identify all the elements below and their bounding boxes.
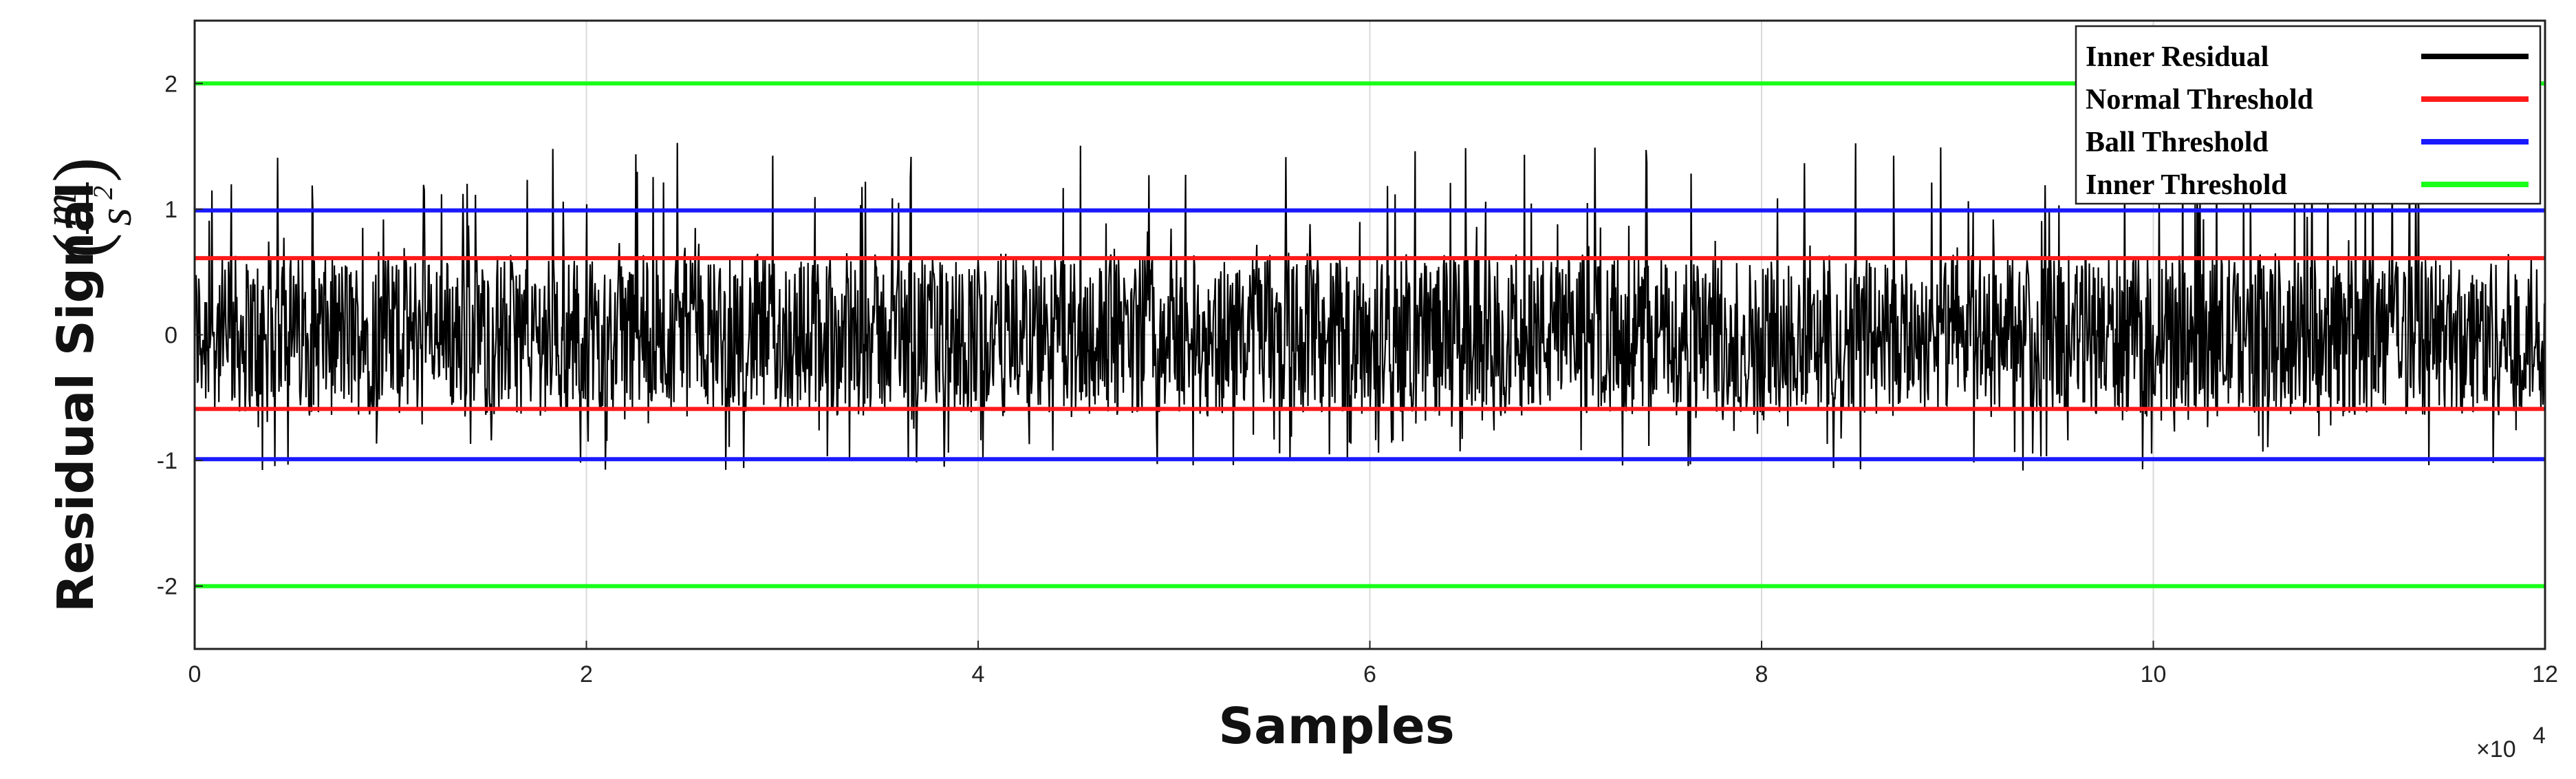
x-tick-label: 12 (2532, 661, 2558, 687)
series-inner-residual (193, 142, 2546, 471)
legend-label: Normal Threshold (2086, 84, 2313, 116)
x-multiplier-base: ×10 (2476, 736, 2516, 762)
y-unit-close-paren: ) (38, 157, 122, 182)
y-tick-label: 2 (164, 71, 177, 97)
legend-label: Ball Threshold (2086, 127, 2269, 158)
x-axis-ticks: 0 2 4 6 8 10 12 (188, 641, 2558, 687)
inner-residual-line (193, 142, 2546, 471)
x-tick-label: 4 (972, 661, 985, 687)
y-unit-exponent: 2 (87, 186, 118, 200)
x-axis-title: Samples (1218, 697, 1454, 755)
y-axis-ticks: 2 1 0 -1 -2 (157, 71, 203, 600)
y-axis-title: Residual Signal (47, 182, 105, 612)
x-tick-label: 0 (188, 661, 202, 687)
x-axis-multiplier: ×10 4 (2476, 723, 2546, 762)
legend-label: Inner Residual (2086, 41, 2269, 73)
x-multiplier-exponent: 4 (2533, 723, 2546, 749)
x-tick-label: 10 (2141, 661, 2167, 687)
y-unit-numerator: m (34, 193, 86, 226)
x-tick-label: 8 (1755, 661, 1768, 687)
y-tick-label: -2 (157, 574, 177, 600)
y-axis-title-group: Residual Signal ( m s 2 ) (34, 157, 141, 612)
threshold-lines (195, 81, 2545, 588)
y-tick-label: 1 (164, 197, 177, 223)
legend: Inner Residual Normal Threshold Ball Thres… (2075, 25, 2542, 205)
y-tick-label: -1 (157, 448, 177, 474)
x-tick-label: 6 (1363, 661, 1376, 687)
y-unit-open-paren: ( (38, 233, 122, 258)
x-tick-label: 2 (580, 661, 593, 687)
legend-label: Inner Threshold (2086, 169, 2287, 201)
y-unit-denominator: s (89, 208, 141, 226)
y-tick-label: 0 (164, 323, 177, 349)
